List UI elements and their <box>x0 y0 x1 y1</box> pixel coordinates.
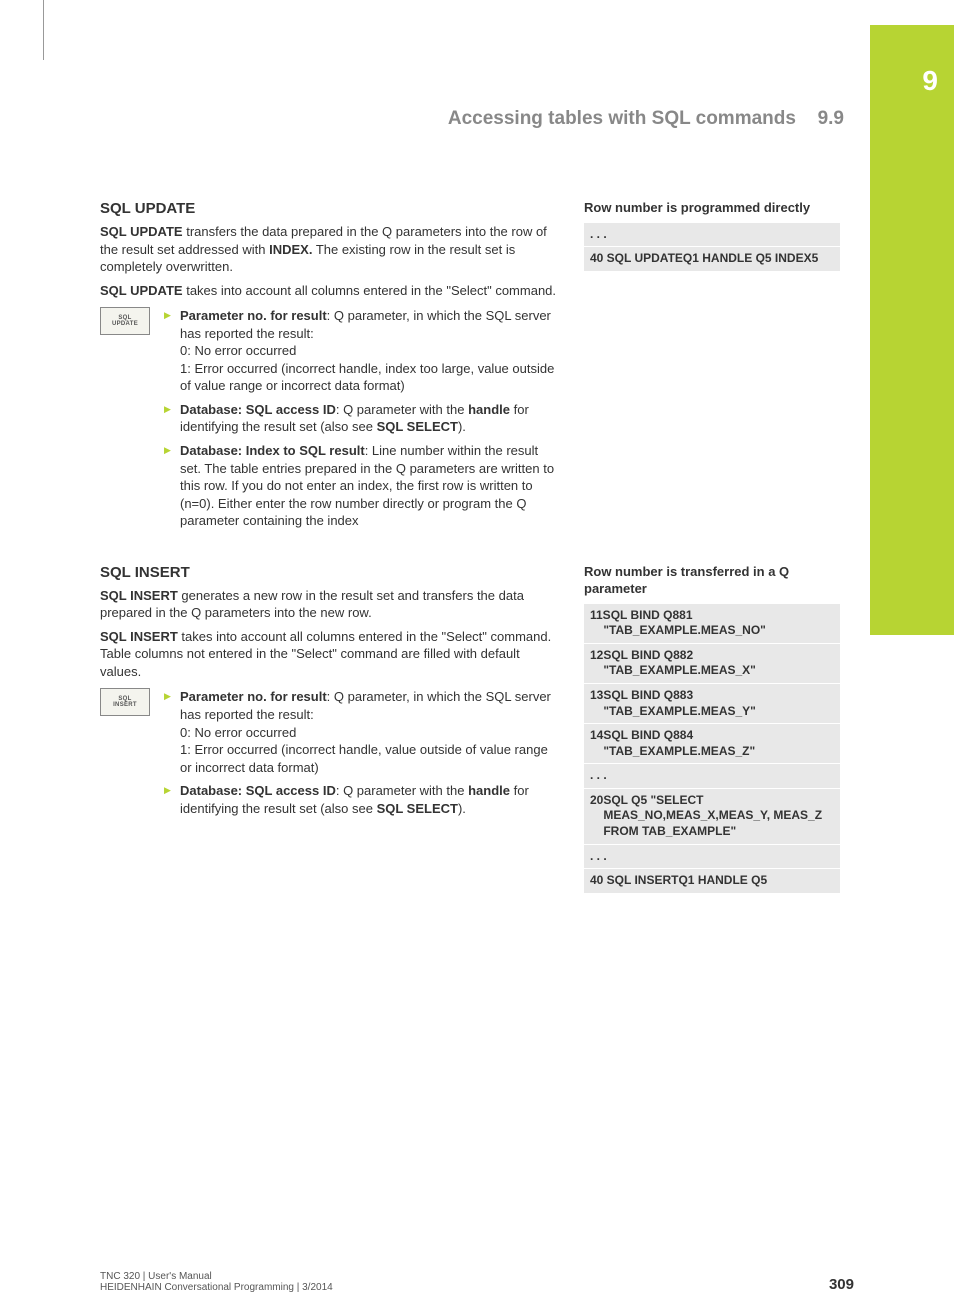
code-title: Row number is transferred in a Q paramet… <box>584 564 840 598</box>
header-title: Accessing tables with SQL commands <box>448 108 796 129</box>
parameter-item: Database: SQL access ID: Q parameter wit… <box>164 401 558 436</box>
softkey-row: SQLUPDATE Parameter no. for result: Q par… <box>100 307 558 536</box>
code-example: Row number is programmed directly . . .40… <box>584 200 840 536</box>
footer-line1: TNC 320 | User's Manual <box>100 1271 333 1282</box>
chapter-number: 9 <box>870 25 954 97</box>
code-title: Row number is programmed directly <box>584 200 840 217</box>
section: SQL INSERT SQL INSERT generates a new row… <box>100 564 840 894</box>
softkey-row: SQLINSERT Parameter no. for result: Q par… <box>100 688 558 823</box>
section-heading: SQL UPDATE <box>100 200 558 217</box>
code-line: . . . <box>584 845 840 870</box>
header-section-number: 9.9 <box>818 108 844 129</box>
code-line: . . . <box>584 764 840 789</box>
body-paragraph: SQL UPDATE takes into account all column… <box>100 282 558 300</box>
page-content: SQL UPDATE SQL UPDATE transfers the data … <box>100 200 840 922</box>
body-paragraph: SQL UPDATE transfers the data prepared i… <box>100 223 558 276</box>
footer-line2: HEIDENHAIN Conversational Programming | … <box>100 1282 333 1293</box>
code-line: 12SQL BIND Q882 "TAB_EXAMPLE.MEAS_X" <box>584 644 840 684</box>
section-body: SQL UPDATE SQL UPDATE transfers the data … <box>100 200 558 536</box>
section-body: SQL INSERT SQL INSERT generates a new row… <box>100 564 558 894</box>
margin-rule <box>43 0 44 60</box>
code-line: . . . <box>584 223 840 248</box>
parameter-item: Database: SQL access ID: Q parameter wit… <box>164 782 558 817</box>
softkey-button[interactable]: SQLUPDATE <box>100 307 150 335</box>
code-block: 11SQL BIND Q881 "TAB_EXAMPLE.MEAS_NO"12S… <box>584 604 840 894</box>
parameter-list: Parameter no. for result: Q parameter, i… <box>164 307 558 536</box>
parameter-item: Parameter no. for result: Q parameter, i… <box>164 688 558 776</box>
section: SQL UPDATE SQL UPDATE transfers the data … <box>100 200 840 536</box>
parameter-item: Database: Index to SQL result: Line numb… <box>164 442 558 530</box>
body-paragraph: SQL INSERT takes into account all column… <box>100 628 558 681</box>
code-block: . . .40 SQL UPDATEQ1 HANDLE Q5 INDEX5 <box>584 223 840 272</box>
chapter-tab: 9 <box>870 25 954 635</box>
page-header: Accessing tables with SQL commands 9.9 <box>100 108 844 130</box>
code-line: 40 SQL UPDATEQ1 HANDLE Q5 INDEX5 <box>584 247 840 272</box>
code-line: 40 SQL INSERTQ1 HANDLE Q5 <box>584 869 840 894</box>
code-line: 11SQL BIND Q881 "TAB_EXAMPLE.MEAS_NO" <box>584 604 840 644</box>
softkey-button[interactable]: SQLINSERT <box>100 688 150 716</box>
parameter-list: Parameter no. for result: Q parameter, i… <box>164 688 558 823</box>
code-example: Row number is transferred in a Q paramet… <box>584 564 840 894</box>
code-line: 13SQL BIND Q883 "TAB_EXAMPLE.MEAS_Y" <box>584 684 840 724</box>
section-heading: SQL INSERT <box>100 564 558 581</box>
body-paragraph: SQL INSERT generates a new row in the re… <box>100 587 558 622</box>
footer-left: TNC 320 | User's Manual HEIDENHAIN Conve… <box>100 1271 333 1293</box>
page-number: 309 <box>829 1276 854 1293</box>
code-line: 20SQL Q5 "SELECT MEAS_NO,MEAS_X,MEAS_Y, … <box>584 789 840 845</box>
parameter-item: Parameter no. for result: Q parameter, i… <box>164 307 558 395</box>
page-footer: TNC 320 | User's Manual HEIDENHAIN Conve… <box>100 1271 854 1293</box>
code-line: 14SQL BIND Q884 "TAB_EXAMPLE.MEAS_Z" <box>584 724 840 764</box>
